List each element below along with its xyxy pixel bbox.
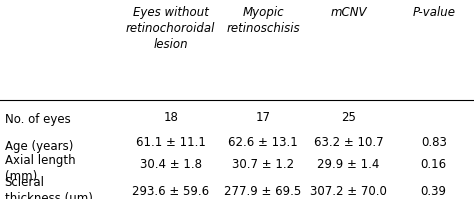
- Text: 17: 17: [255, 111, 271, 124]
- Text: 0.83: 0.83: [421, 136, 447, 149]
- Text: 277.9 ± 69.5: 277.9 ± 69.5: [225, 184, 301, 198]
- Text: 30.4 ± 1.8: 30.4 ± 1.8: [140, 158, 201, 171]
- Text: Axial length
(mm): Axial length (mm): [5, 154, 75, 183]
- Text: Scleral
thickness (μm): Scleral thickness (μm): [5, 176, 92, 199]
- Text: Age (years): Age (years): [5, 140, 73, 153]
- Text: Myopic
retinoschisis: Myopic retinoschisis: [226, 6, 300, 35]
- Text: 0.39: 0.39: [421, 184, 447, 198]
- Text: P-value: P-value: [412, 6, 455, 19]
- Text: 63.2 ± 10.7: 63.2 ± 10.7: [314, 136, 383, 149]
- Text: mCNV: mCNV: [330, 6, 367, 19]
- Text: 307.2 ± 70.0: 307.2 ± 70.0: [310, 184, 387, 198]
- Text: 30.7 ± 1.2: 30.7 ± 1.2: [232, 158, 294, 171]
- Text: 29.9 ± 1.4: 29.9 ± 1.4: [317, 158, 380, 171]
- Text: 18: 18: [163, 111, 178, 124]
- Text: 293.6 ± 59.6: 293.6 ± 59.6: [132, 184, 209, 198]
- Text: 0.16: 0.16: [420, 158, 447, 171]
- Text: No. of eyes: No. of eyes: [5, 113, 71, 126]
- Text: Eyes without
retinochoroidal
lesion: Eyes without retinochoroidal lesion: [126, 6, 215, 51]
- Text: 61.1 ± 11.1: 61.1 ± 11.1: [136, 136, 206, 149]
- Text: 62.6 ± 13.1: 62.6 ± 13.1: [228, 136, 298, 149]
- Text: 25: 25: [341, 111, 356, 124]
